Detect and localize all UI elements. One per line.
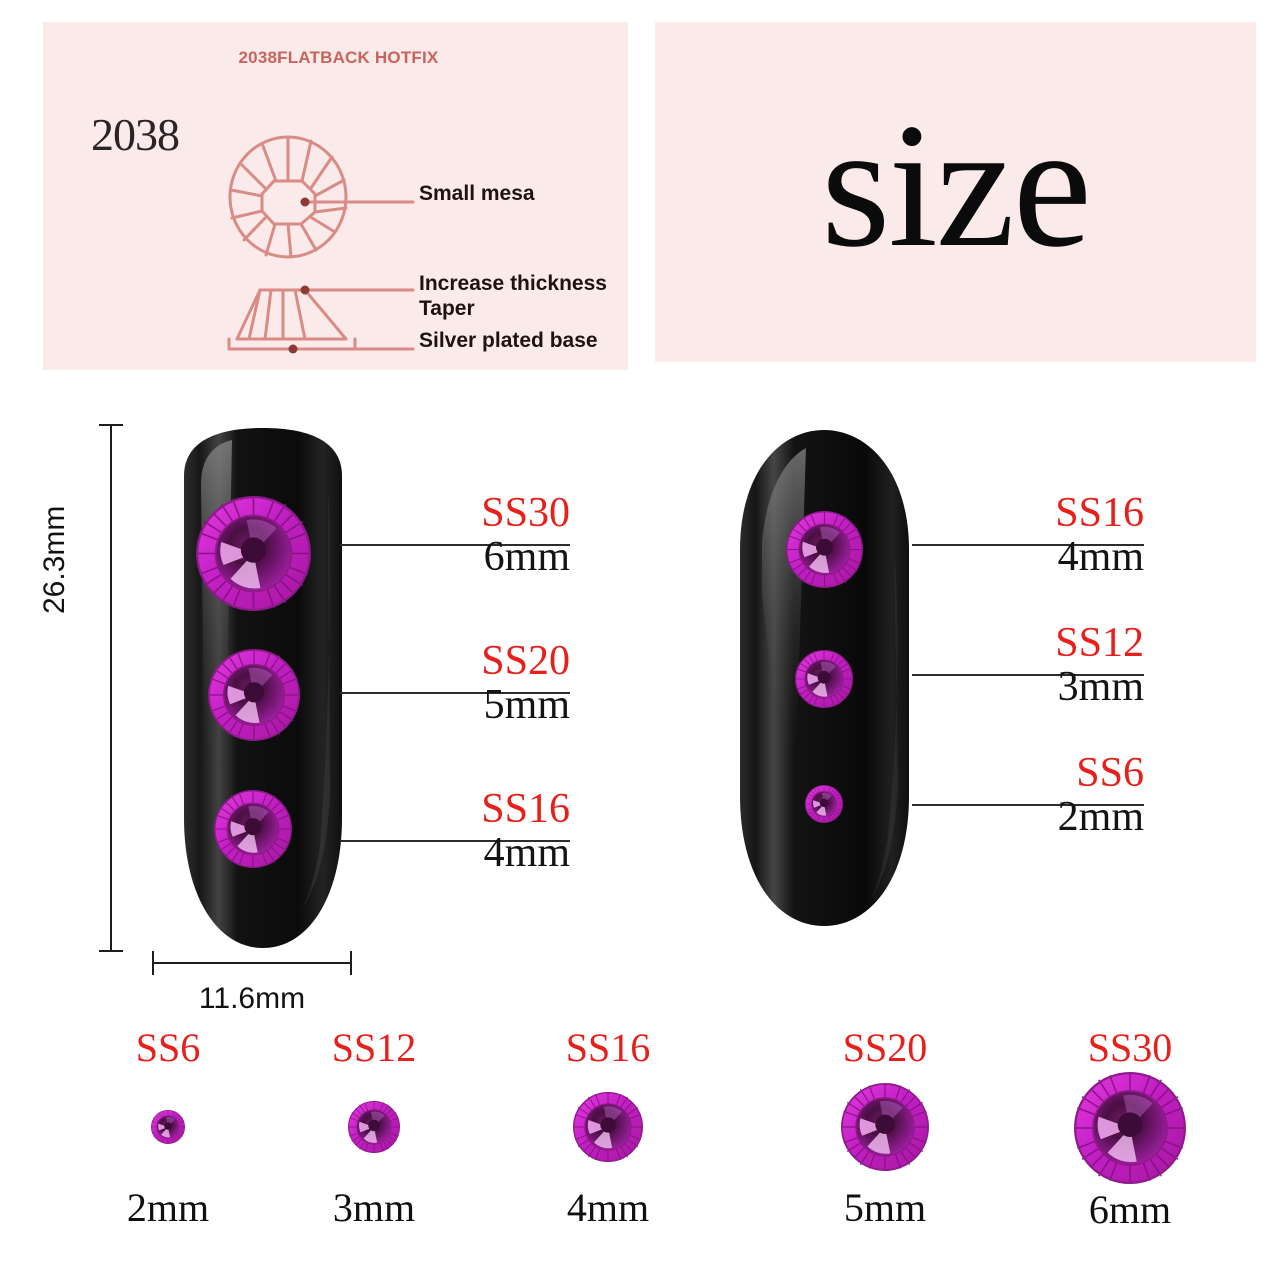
flatback-diagram-graphic [227,135,415,354]
swatch-gem [348,1101,400,1153]
dimension-cap-left [152,951,154,975]
diagram-label-small-mesa: Small mesa [419,182,535,205]
swatch-gem [151,1110,185,1144]
swatch-mm-label: 5mm [843,1185,927,1230]
swatch-gem [1074,1072,1186,1184]
swatch-mm-label: 6mm [1088,1187,1172,1232]
gem-ss16-on-nail-right [786,511,863,588]
gem-ss20-on-nail [208,649,300,741]
swatch-ss6: SS6 2mm [78,1026,258,1230]
swatch-ss-label: SS20 [842,1025,928,1070]
callout-ss-label: SS12 [1055,620,1144,666]
callout-mm-label: 2mm [1057,794,1144,840]
dimension-cap-top [99,424,123,426]
callout-ss-label: SS6 [1076,750,1144,796]
callout-ss-label: SS16 [481,786,570,832]
diagram-title: 2038FLATBACK HOTFIX [238,48,439,67]
dimension-cap-right [350,951,352,975]
swatch-gem [573,1092,643,1162]
gem-ss6-on-nail-right [805,785,843,823]
diagram-product-code: 2038 [91,109,180,160]
callout-mm-label: 4mm [1057,534,1144,580]
diagram-label-taper: Taper [419,297,475,320]
dimension-cap-bottom [99,950,123,952]
nail-height-dimension-label: 26.3mm [38,505,71,614]
callout-ss-label: SS16 [1055,490,1144,536]
nail-height-dimension-line [99,424,123,952]
swatch-ss-label: SS12 [331,1025,417,1070]
gem-ss30-on-nail [196,496,311,611]
callout-mm-label: 3mm [1057,664,1144,710]
nail-width-dimension-line [152,951,352,975]
flatback-diagram-panel: 2038FLATBACK HOTFIX 2038 [43,22,628,370]
nail-width-dimension-label: 11.6mm [198,982,306,1015]
gem-ss16-on-nail [214,790,292,868]
callout-ss-label: SS30 [481,490,570,536]
callout-mm-label: 5mm [483,682,570,728]
swatch-ss-label: SS6 [135,1025,201,1070]
gem-ss12-on-nail-right [795,650,853,708]
diagram-label-increase-thickness: Increase thickness [419,272,607,295]
swatch-ss12: SS12 3mm [284,1026,464,1230]
callout-ss-label: SS20 [481,638,570,684]
swatch-ss16: SS16 4mm [518,1026,698,1230]
swatch-gem [841,1083,929,1171]
swatch-ss-label: SS16 [565,1025,651,1070]
swatch-mm-label: 4mm [566,1185,650,1230]
size-heading-panel: size [655,22,1256,362]
swatch-ss-label: SS30 [1087,1025,1173,1070]
callout-mm-label: 4mm [483,830,570,876]
diagram-label-silver-plated-base: Silver plated base [419,329,598,352]
callout-mm-label: 6mm [483,534,570,580]
swatch-mm-label: 2mm [126,1185,210,1230]
swatch-ss30: SS30 6mm [1040,1026,1220,1232]
swatch-mm-label: 3mm [332,1185,416,1230]
size-heading-text: size [821,85,1092,284]
swatch-ss20: SS20 5mm [795,1026,975,1230]
